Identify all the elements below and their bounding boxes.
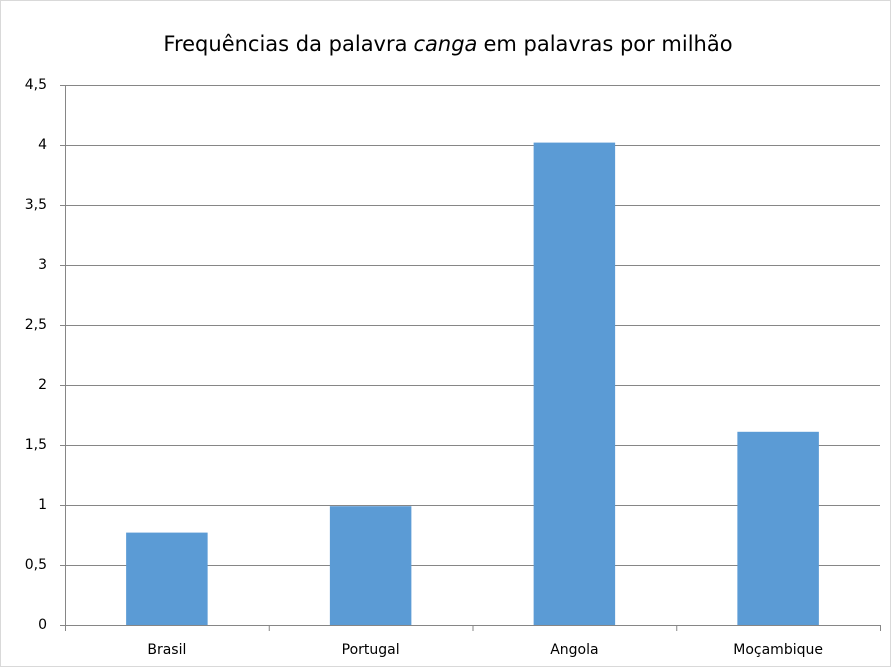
y-tick-label: 1,5 [25,437,47,453]
y-tick-label: 2 [38,377,47,393]
y-tick-label: 3 [38,257,47,273]
title-part: canga [414,32,478,56]
chart-title: Frequências da palavra canga em palavras p… [163,32,732,56]
bar [126,532,208,625]
title-part: Frequências da palavra [163,32,407,56]
title-part: em palavras por milhão [483,32,732,56]
y-tick-label: 0,5 [25,557,47,573]
y-tick-label: 4,5 [25,77,47,93]
bar [329,506,412,625]
bar [533,142,616,625]
x-tick-label: Angola [550,642,598,658]
y-tick-label: 3,5 [25,197,47,213]
x-tick-label: Portugal [342,642,400,658]
y-tick-label: 0 [38,617,47,633]
bar [737,431,819,625]
y-tick-label: 2,5 [25,317,47,333]
y-tick-label: 4 [38,137,47,153]
y-tick-label: 1 [38,497,47,513]
x-tick-label: Brasil [147,642,186,658]
x-tick-label: Moçambique [733,642,823,658]
